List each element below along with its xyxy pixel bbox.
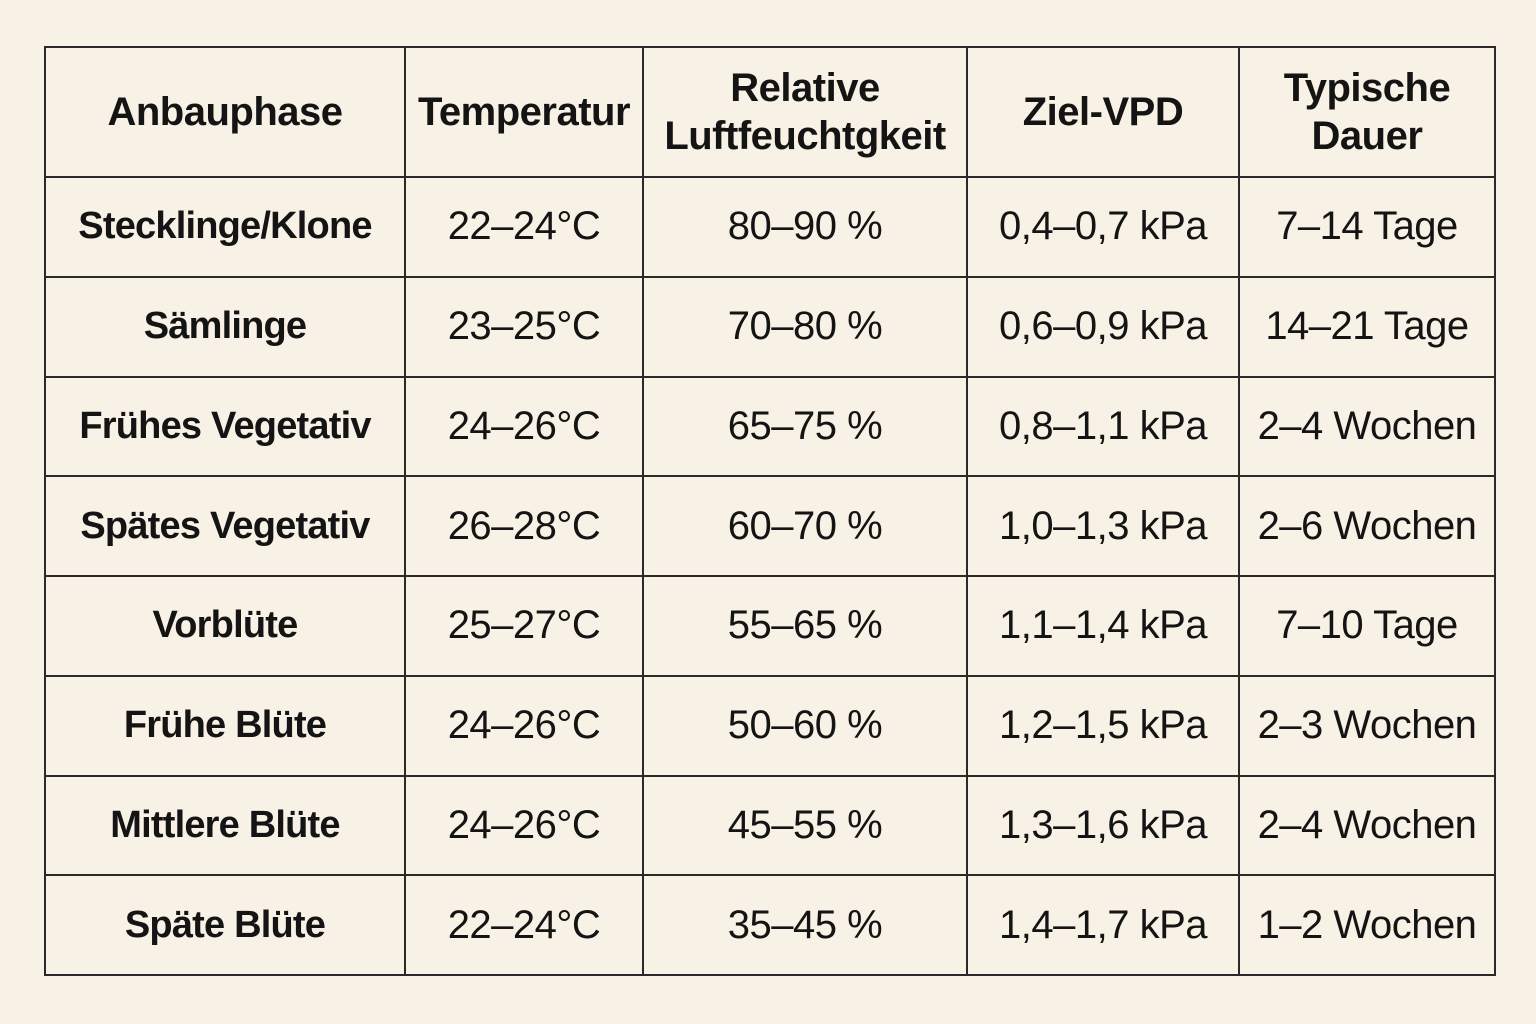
- table-cell: 7–10 Tage: [1238, 575, 1496, 677]
- table-cell: 65–75 %: [642, 375, 968, 478]
- table-cell: 1,4–1,7 kPa: [966, 874, 1240, 976]
- table-row: Sämlinge 23–25°C 70–80 % 0,6–0,9 kPa 14–21 T…: [44, 275, 1496, 378]
- header-row: Anbauphase Temperatur Relative Luftfeuchtg…: [44, 46, 1496, 178]
- table-cell: Frühe Blüte: [44, 674, 406, 777]
- table-cell: 24–26°C: [404, 674, 644, 777]
- table-cell: Vorblüte: [44, 575, 406, 677]
- table-row: Frühes Vegetativ 24–26°C 65–75 % 0,8–1,1 kP…: [44, 375, 1496, 478]
- table-cell: 23–25°C: [404, 275, 644, 378]
- table-row: Spätes Vegetativ 26–28°C 60–70 % 1,0–1,3 kP…: [44, 475, 1496, 577]
- table-cell: 24–26°C: [404, 375, 644, 478]
- table-row: Frühe Blüte 24–26°C 50–60 % 1,2–1,5 kPa 2–3 …: [44, 674, 1496, 777]
- header-cell: Ziel-VPD: [966, 46, 1240, 178]
- table-row: Mittlere Blüte 24–26°C 45–55 % 1,3–1,6 kPa 2…: [44, 774, 1496, 877]
- table-cell: 26–28°C: [404, 475, 644, 577]
- table-cell: Späte Blüte: [44, 874, 406, 976]
- table-cell: 22–24°C: [404, 874, 644, 976]
- table-row: Späte Blüte 22–24°C 35–45 % 1,4–1,7 kPa 1–2 …: [44, 874, 1496, 976]
- table-cell: 0,4–0,7 kPa: [966, 176, 1240, 278]
- table-cell: 70–80 %: [642, 275, 968, 378]
- table-cell: 1,0–1,3 kPa: [966, 475, 1240, 577]
- table-cell: 2–4 Wochen: [1238, 774, 1496, 877]
- data-table: Anbauphase Temperatur Relative Luftfeuchtg…: [44, 46, 1496, 976]
- table-cell: Sämlinge: [44, 275, 406, 378]
- header-cell: Typische Dauer: [1238, 46, 1496, 178]
- table-cell: 55–65 %: [642, 575, 968, 677]
- table-cell: Mittlere Blüte: [44, 774, 406, 877]
- table-body: Stecklinge/Klone 22–24°C 80–90 % 0,4–0,7 kP…: [44, 176, 1496, 976]
- table-cell: 2–6 Wochen: [1238, 475, 1496, 577]
- table-cell: 45–55 %: [642, 774, 968, 877]
- table-cell: 1,3–1,6 kPa: [966, 774, 1240, 877]
- table-cell: 0,8–1,1 kPa: [966, 375, 1240, 478]
- table-cell: 1,1–1,4 kPa: [966, 575, 1240, 677]
- table-cell: 22–24°C: [404, 176, 644, 278]
- table-cell: Spätes Vegetativ: [44, 475, 406, 577]
- table-row: Vorblüte 25–27°C 55–65 % 1,1–1,4 kPa 7–10 Ta…: [44, 575, 1496, 677]
- table-cell: 14–21 Tage: [1238, 275, 1496, 378]
- table-cell: 1,2–1,5 kPa: [966, 674, 1240, 777]
- header-cell: Temperatur: [404, 46, 644, 178]
- table-cell: 60–70 %: [642, 475, 968, 577]
- table-cell: 50–60 %: [642, 674, 968, 777]
- table-cell: Stecklinge/Klone: [44, 176, 406, 278]
- table-cell: 24–26°C: [404, 774, 644, 877]
- table-cell: 7–14 Tage: [1238, 176, 1496, 278]
- table-cell: Frühes Vegetativ: [44, 375, 406, 478]
- header-cell: Relative Luftfeuchtgkeit: [642, 46, 968, 178]
- table-cell: 0,6–0,9 kPa: [966, 275, 1240, 378]
- table-cell: 35–45 %: [642, 874, 968, 976]
- table-row: Stecklinge/Klone 22–24°C 80–90 % 0,4–0,7 kP…: [44, 176, 1496, 278]
- table-cell: 2–4 Wochen: [1238, 375, 1496, 478]
- header-cell: Anbauphase: [44, 46, 406, 178]
- table-cell: 25–27°C: [404, 575, 644, 677]
- table-cell: 2–3 Wochen: [1238, 674, 1496, 777]
- table-cell: 80–90 %: [642, 176, 968, 278]
- table-cell: 1–2 Wochen: [1238, 874, 1496, 976]
